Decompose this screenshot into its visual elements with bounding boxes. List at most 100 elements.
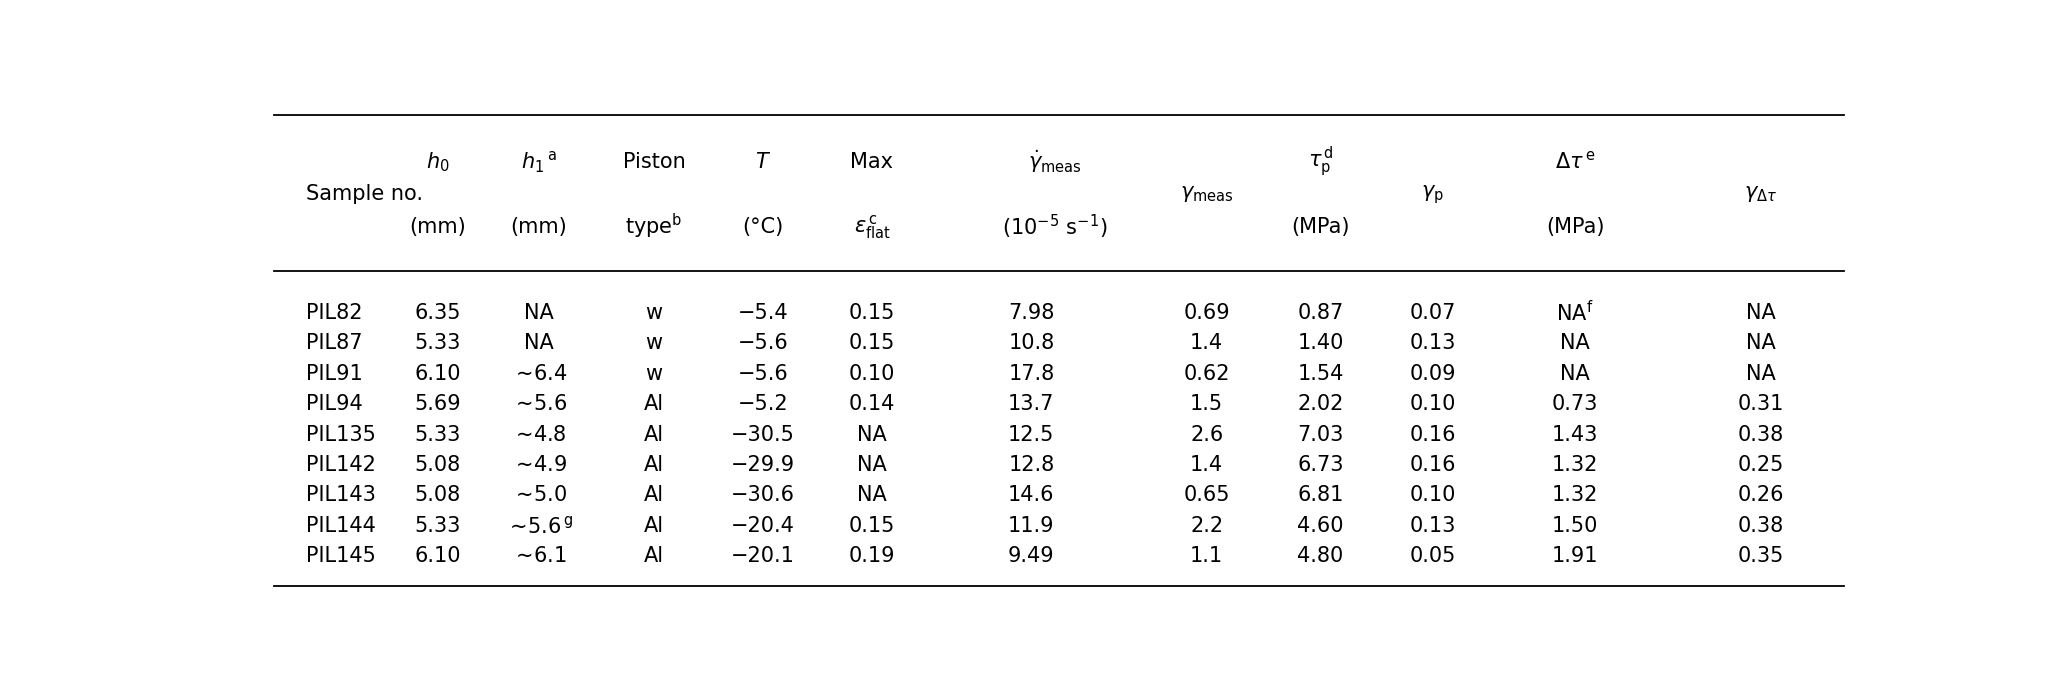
Text: NA: NA bbox=[1747, 333, 1776, 353]
Text: 1.32: 1.32 bbox=[1552, 455, 1598, 475]
Text: PIL144: PIL144 bbox=[306, 516, 376, 536]
Text: 11.9: 11.9 bbox=[1009, 516, 1054, 536]
Text: NA: NA bbox=[858, 425, 887, 445]
Text: 6.10: 6.10 bbox=[415, 546, 461, 566]
Text: 6.73: 6.73 bbox=[1298, 455, 1344, 475]
Text: $\dot{\gamma}_{\mathrm{meas}}$: $\dot{\gamma}_{\mathrm{meas}}$ bbox=[1027, 149, 1081, 175]
Text: 1.50: 1.50 bbox=[1552, 516, 1598, 536]
Text: 1.4: 1.4 bbox=[1191, 333, 1224, 353]
Text: 1.1: 1.1 bbox=[1191, 546, 1224, 566]
Text: $\varepsilon_{\mathrm{flat}}^{\,\mathrm{c}}$: $\varepsilon_{\mathrm{flat}}^{\,\mathrm{… bbox=[854, 213, 891, 241]
Text: PIL135: PIL135 bbox=[306, 425, 376, 445]
Text: $\gamma_{\mathrm{p}}$: $\gamma_{\mathrm{p}}$ bbox=[1422, 183, 1445, 206]
Text: 0.69: 0.69 bbox=[1184, 303, 1230, 322]
Text: 4.80: 4.80 bbox=[1298, 546, 1344, 566]
Text: −29.9: −29.9 bbox=[732, 455, 796, 475]
Text: $\sim\!$5.6: $\sim\!$5.6 bbox=[511, 394, 566, 414]
Text: −5.6: −5.6 bbox=[738, 333, 788, 353]
Text: 0.38: 0.38 bbox=[1738, 516, 1784, 536]
Text: NA: NA bbox=[1747, 364, 1776, 384]
Text: 0.16: 0.16 bbox=[1410, 455, 1455, 475]
Text: $\sim\!$4.9: $\sim\!$4.9 bbox=[511, 455, 566, 475]
Text: 0.07: 0.07 bbox=[1410, 303, 1455, 322]
Text: NA: NA bbox=[523, 333, 554, 353]
Text: 0.16: 0.16 bbox=[1410, 425, 1455, 445]
Text: 6.10: 6.10 bbox=[415, 364, 461, 384]
Text: 0.62: 0.62 bbox=[1184, 364, 1230, 384]
Text: PIL82: PIL82 bbox=[306, 303, 364, 322]
Text: Al: Al bbox=[645, 516, 664, 536]
Text: 0.73: 0.73 bbox=[1552, 394, 1598, 414]
Text: −20.4: −20.4 bbox=[732, 516, 796, 536]
Text: $\gamma_{\mathrm{meas}}$: $\gamma_{\mathrm{meas}}$ bbox=[1180, 185, 1234, 204]
Text: 10.8: 10.8 bbox=[1009, 333, 1054, 353]
Text: 0.13: 0.13 bbox=[1410, 333, 1455, 353]
Text: $\sim\!$4.8: $\sim\!$4.8 bbox=[511, 425, 566, 445]
Text: NA$^{\mathrm{f}}$: NA$^{\mathrm{f}}$ bbox=[1556, 300, 1594, 325]
Text: 0.35: 0.35 bbox=[1738, 546, 1784, 566]
Text: 5.08: 5.08 bbox=[415, 455, 461, 475]
Text: NA: NA bbox=[858, 485, 887, 506]
Text: 0.15: 0.15 bbox=[850, 333, 895, 353]
Text: 0.14: 0.14 bbox=[850, 394, 895, 414]
Text: type$^{\mathrm{b}}$: type$^{\mathrm{b}}$ bbox=[626, 212, 682, 241]
Text: PIL91: PIL91 bbox=[306, 364, 364, 384]
Text: 6.81: 6.81 bbox=[1298, 485, 1344, 506]
Text: PIL87: PIL87 bbox=[306, 333, 364, 353]
Text: NA: NA bbox=[1561, 364, 1590, 384]
Text: 0.65: 0.65 bbox=[1184, 485, 1230, 506]
Text: (MPa): (MPa) bbox=[1546, 217, 1604, 237]
Text: PIL94: PIL94 bbox=[306, 394, 364, 414]
Text: −20.1: −20.1 bbox=[732, 546, 796, 566]
Text: −5.6: −5.6 bbox=[738, 364, 788, 384]
Text: 0.26: 0.26 bbox=[1738, 485, 1784, 506]
Text: −30.5: −30.5 bbox=[732, 425, 796, 445]
Text: Al: Al bbox=[645, 394, 664, 414]
Text: 14.6: 14.6 bbox=[1009, 485, 1054, 506]
Text: 1.91: 1.91 bbox=[1552, 546, 1598, 566]
Text: −5.2: −5.2 bbox=[738, 394, 788, 414]
Text: 5.08: 5.08 bbox=[415, 485, 461, 506]
Text: 0.31: 0.31 bbox=[1738, 394, 1784, 414]
Text: PIL143: PIL143 bbox=[306, 485, 376, 506]
Text: 2.02: 2.02 bbox=[1298, 394, 1344, 414]
Text: $(10^{-5}\ \mathrm{s}^{-1})$: $(10^{-5}\ \mathrm{s}^{-1})$ bbox=[1002, 213, 1108, 241]
Text: 7.03: 7.03 bbox=[1298, 425, 1344, 445]
Text: 0.15: 0.15 bbox=[850, 516, 895, 536]
Text: Al: Al bbox=[645, 546, 664, 566]
Text: 0.87: 0.87 bbox=[1298, 303, 1344, 322]
Text: $\gamma_{\Delta\tau}$: $\gamma_{\Delta\tau}$ bbox=[1745, 185, 1778, 204]
Text: (°C): (°C) bbox=[742, 217, 783, 237]
Text: NA: NA bbox=[523, 303, 554, 322]
Text: 1.4: 1.4 bbox=[1191, 455, 1224, 475]
Text: 1.43: 1.43 bbox=[1552, 425, 1598, 445]
Text: 13.7: 13.7 bbox=[1009, 394, 1054, 414]
Text: $\sim\!$6.4: $\sim\!$6.4 bbox=[511, 364, 566, 384]
Text: $\sim\!5.6^{\,\mathrm{g}}$: $\sim\!5.6^{\,\mathrm{g}}$ bbox=[504, 515, 573, 537]
Text: Al: Al bbox=[645, 425, 664, 445]
Text: Sample no.: Sample no. bbox=[306, 185, 424, 204]
Text: 0.19: 0.19 bbox=[850, 546, 895, 566]
Text: 1.5: 1.5 bbox=[1191, 394, 1224, 414]
Text: Al: Al bbox=[645, 455, 664, 475]
Text: Max: Max bbox=[850, 152, 893, 172]
Text: w: w bbox=[645, 333, 664, 353]
Text: NA: NA bbox=[1747, 303, 1776, 322]
Text: 9.49: 9.49 bbox=[1009, 546, 1054, 566]
Text: $h_1\,^{\mathrm{a}}$: $h_1\,^{\mathrm{a}}$ bbox=[521, 149, 556, 174]
Text: 17.8: 17.8 bbox=[1009, 364, 1054, 384]
Text: 0.10: 0.10 bbox=[1410, 394, 1455, 414]
Text: 1.54: 1.54 bbox=[1298, 364, 1344, 384]
Text: 0.25: 0.25 bbox=[1738, 455, 1784, 475]
Text: 0.05: 0.05 bbox=[1410, 546, 1455, 566]
Text: 1.32: 1.32 bbox=[1552, 485, 1598, 506]
Text: 1.40: 1.40 bbox=[1298, 333, 1344, 353]
Text: 7.98: 7.98 bbox=[1009, 303, 1054, 322]
Text: 12.8: 12.8 bbox=[1009, 455, 1054, 475]
Text: 12.5: 12.5 bbox=[1009, 425, 1054, 445]
Text: $h_0$: $h_0$ bbox=[426, 150, 451, 174]
Text: (mm): (mm) bbox=[409, 217, 467, 237]
Text: (mm): (mm) bbox=[511, 217, 566, 237]
Text: 0.10: 0.10 bbox=[1410, 485, 1455, 506]
Text: Piston: Piston bbox=[622, 152, 686, 172]
